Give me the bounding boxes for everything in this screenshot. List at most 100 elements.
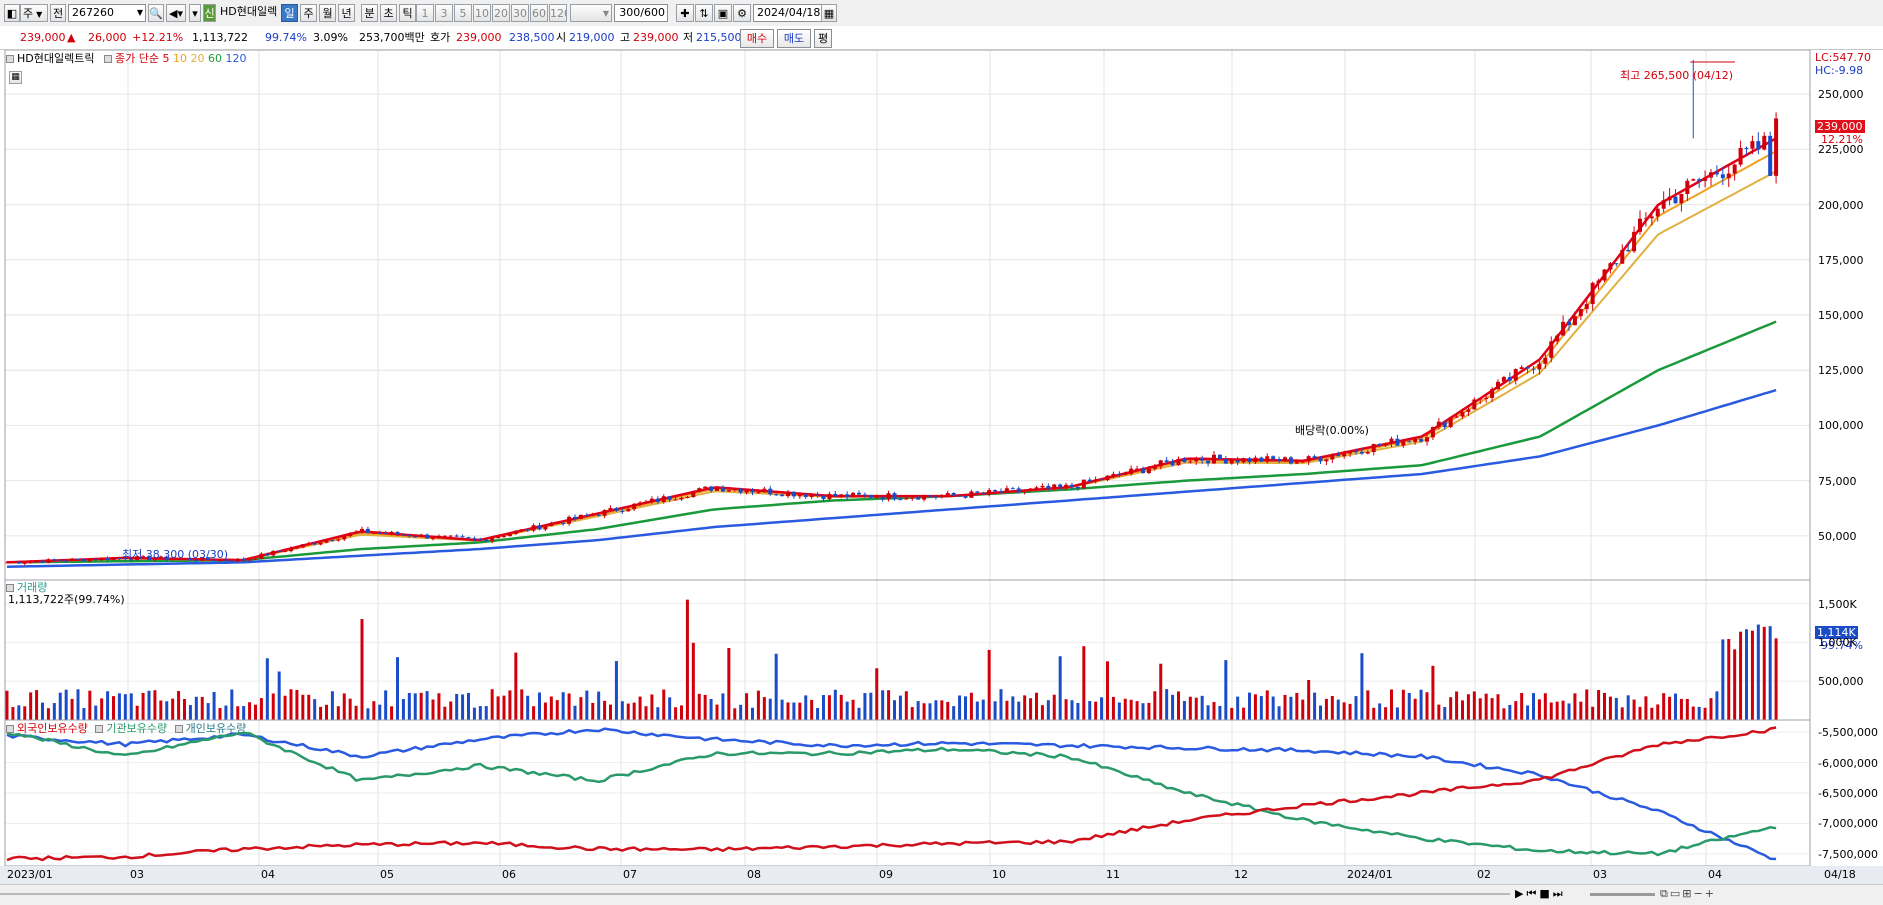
volume-bar: [1141, 703, 1145, 720]
zoom-in-icon[interactable]: +: [1704, 887, 1716, 900]
compare-icon[interactable]: ⇅: [695, 4, 713, 22]
average-button[interactable]: 평: [814, 29, 832, 48]
count-input[interactable]: 300/600: [614, 4, 668, 22]
candle-body: [1419, 439, 1424, 442]
interval-button-5[interactable]: 5: [454, 4, 472, 22]
period-tab-2[interactable]: 월: [319, 4, 336, 22]
interval-button-10[interactable]: 10: [473, 4, 491, 22]
speaker-icon[interactable]: ◀▾: [166, 4, 186, 22]
hoga-ask: 239,000: [456, 31, 502, 44]
layout-icon[interactable]: ⧉: [1660, 887, 1670, 900]
scroll-bar[interactable]: ▶⏮■⏭ ⧉▭⊞−+: [0, 884, 1883, 905]
candle-body: [1330, 455, 1335, 460]
volume-bar: [1135, 701, 1139, 720]
candle-body: [129, 559, 134, 561]
fast-forward-icon[interactable]: ⏭: [1552, 887, 1566, 900]
candle-body: [1247, 458, 1252, 463]
play-icon[interactable]: ▶: [1515, 887, 1527, 900]
gear-icon[interactable]: ⚙: [733, 4, 751, 22]
calendar-icon[interactable]: ▦: [821, 4, 837, 22]
volume-bar: [934, 700, 938, 720]
grid-toggle-icon[interactable]: ▦: [9, 71, 22, 84]
candle-body: [1726, 173, 1731, 179]
date-input[interactable]: 2024/04/18: [753, 4, 825, 22]
x-axis-label: 08: [747, 868, 761, 881]
interval-button-20[interactable]: 20: [492, 4, 510, 22]
candle-body: [1744, 147, 1749, 149]
legend-marker-icon: [95, 725, 104, 733]
volume-bar: [514, 652, 518, 720]
rewind-icon[interactable]: ⏮: [1526, 887, 1540, 900]
candle-body: [330, 540, 335, 542]
volume-bar: [1727, 639, 1731, 720]
candle-body: [857, 492, 861, 495]
market-select[interactable]: 주 ▼: [20, 4, 48, 22]
volume-bar: [958, 695, 962, 720]
candle-body: [170, 559, 175, 561]
candle-body: [519, 529, 524, 531]
candle-body: [685, 497, 690, 499]
interval-button-60[interactable]: 60: [530, 4, 548, 22]
panel-toggle-icon[interactable]: ◧: [4, 4, 20, 22]
ma-period-60: 60: [207, 52, 226, 65]
stop-icon[interactable]: ■: [1539, 887, 1553, 900]
volume-bar: [366, 708, 370, 720]
stock-code-input[interactable]: 267260 ▼: [68, 4, 146, 22]
interval-button-120[interactable]: 120: [549, 4, 567, 22]
chart-area[interactable]: [0, 50, 1883, 884]
candle-body: [1685, 180, 1690, 195]
period-tab-0[interactable]: 일: [281, 4, 298, 22]
volume-bar: [1336, 699, 1340, 720]
candle-body: [111, 558, 116, 561]
chevron-down-icon: ▼: [136, 8, 143, 17]
volume-bar: [106, 691, 110, 720]
zoom-out-icon[interactable]: −: [1693, 887, 1705, 900]
volume-bar: [1218, 705, 1222, 720]
candle-body: [1590, 282, 1595, 305]
sell-button[interactable]: 매도: [777, 29, 811, 48]
candle-body: [797, 494, 802, 497]
period-tab-3[interactable]: 년: [338, 4, 355, 22]
volume-bar: [313, 699, 317, 720]
institution-label: 기관보유수량: [106, 722, 168, 735]
speed-slider[interactable]: [1590, 893, 1655, 896]
volume-bar: [508, 690, 512, 720]
panel-frames: [0, 50, 1883, 884]
interval-button-1[interactable]: 1: [416, 4, 434, 22]
search-icon[interactable]: 🔍: [148, 4, 164, 22]
candle-body: [1028, 488, 1033, 491]
grid-view-icon[interactable]: ⊞: [1682, 887, 1694, 900]
candle-body: [1217, 454, 1222, 460]
price-tick: 175,000: [1818, 253, 1864, 267]
period-tab-6[interactable]: 틱: [399, 4, 416, 22]
candle-body: [365, 528, 370, 533]
candle-body: [58, 560, 63, 562]
volume-bar: [472, 707, 476, 720]
candle-body: [395, 531, 400, 535]
view-controls[interactable]: ⧉▭⊞−+: [1660, 886, 1716, 902]
volume-bar: [1674, 693, 1677, 720]
volume-bar: [727, 647, 731, 720]
window-icon[interactable]: ▭: [1669, 887, 1683, 900]
period-tab-4[interactable]: 분: [361, 4, 378, 22]
period-tab-5[interactable]: 초: [380, 4, 397, 22]
period-tab-1[interactable]: 주: [300, 4, 317, 22]
volume-bar: [1715, 691, 1719, 720]
interval-dropdown[interactable]: ▼: [570, 4, 612, 22]
volume-bar: [833, 689, 837, 720]
mode-button[interactable]: 전: [50, 4, 66, 22]
chevron-down-icon[interactable]: ▾: [189, 4, 201, 22]
candle-body: [1342, 453, 1347, 457]
candle-body: [815, 494, 820, 496]
save-icon[interactable]: ▣: [714, 4, 732, 22]
volume-bar: [1768, 626, 1772, 720]
interval-button-3[interactable]: 3: [435, 4, 453, 22]
buy-button[interactable]: 매수: [740, 29, 774, 48]
crosshair-icon[interactable]: ✚: [676, 4, 694, 22]
candle-body: [1436, 421, 1441, 428]
candle-body: [360, 528, 364, 532]
playback-controls[interactable]: ▶⏮■⏭: [1515, 886, 1566, 902]
interval-button-30[interactable]: 30: [511, 4, 529, 22]
volume-bar: [1206, 705, 1210, 720]
scroll-track[interactable]: [0, 893, 1510, 895]
